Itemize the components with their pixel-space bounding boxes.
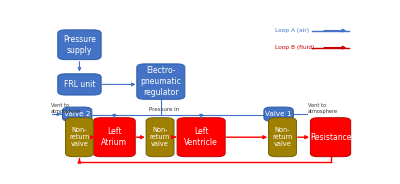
FancyBboxPatch shape (66, 118, 94, 157)
FancyBboxPatch shape (62, 107, 92, 121)
Text: FRL unit: FRL unit (64, 80, 95, 89)
Text: Left
Atrium: Left Atrium (101, 127, 127, 147)
FancyBboxPatch shape (177, 118, 225, 157)
FancyBboxPatch shape (268, 118, 296, 157)
Text: Non-
return
valve: Non- return valve (150, 127, 170, 147)
Text: Valve 2: Valve 2 (64, 111, 90, 117)
Text: Vent to
atmosphere: Vent to atmosphere (308, 103, 338, 114)
Text: Resistance: Resistance (310, 133, 351, 142)
FancyBboxPatch shape (264, 107, 293, 121)
Text: Pressure in: Pressure in (149, 107, 179, 112)
Text: Vent to
atmosphere: Vent to atmosphere (51, 103, 81, 114)
Text: Loop B (fluid): Loop B (fluid) (275, 45, 314, 50)
Text: Loop A (air): Loop A (air) (275, 28, 309, 33)
FancyBboxPatch shape (137, 64, 185, 99)
Text: Left
Ventricle: Left Ventricle (184, 127, 218, 147)
FancyBboxPatch shape (58, 30, 101, 60)
Text: Non-
return
valve: Non- return valve (69, 127, 90, 147)
Text: Non-
return
valve: Non- return valve (272, 127, 293, 147)
Text: Electro-
pneumatic
regulator: Electro- pneumatic regulator (140, 66, 181, 97)
FancyBboxPatch shape (310, 118, 351, 157)
FancyBboxPatch shape (146, 118, 174, 157)
FancyBboxPatch shape (58, 74, 101, 95)
Text: Pressure
supply: Pressure supply (63, 35, 96, 55)
FancyBboxPatch shape (94, 118, 135, 157)
Text: Valve 1: Valve 1 (265, 111, 292, 117)
